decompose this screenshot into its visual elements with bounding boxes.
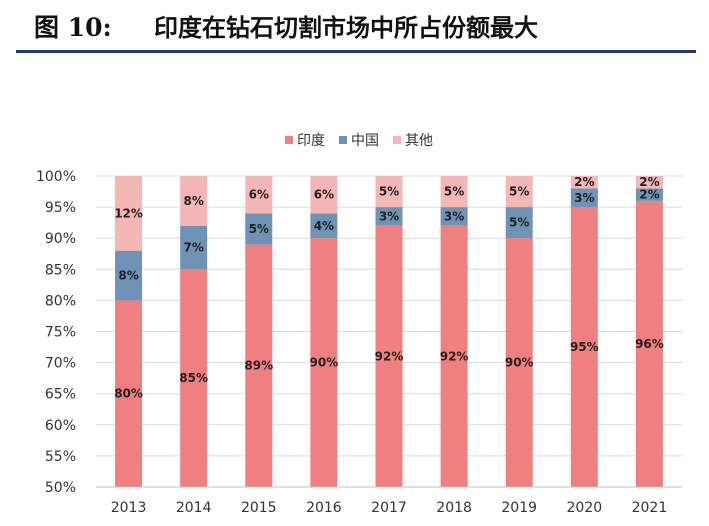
data-label: 90% [310,356,339,370]
data-label: 90% [505,356,534,370]
bar-segment [440,207,468,226]
x-tick-label: 2015 [241,500,277,516]
x-tick-label: 2013 [111,500,147,516]
y-tick-label: 65% [45,387,76,403]
bar-segment [570,207,598,487]
y-tick-label: 75% [45,325,76,341]
data-label: 5% [379,185,399,199]
x-axis: 2013 2014 2015 2016 2017 2018 2019 2020 2021 [96,486,682,516]
figure-header: 图 10: 印度在钻石切割市场中所占份额最大 [0,0,709,56]
x-tick-label: 2016 [306,500,342,516]
data-label: 92% [440,349,469,363]
data-label: 3% [574,191,594,205]
data-label: 2% [574,175,594,189]
y-tick-label: 70% [45,356,76,372]
data-label: 80% [114,387,143,401]
data-label: 4% [314,219,334,233]
y-tick-label: 95% [45,200,76,216]
bar-segment [375,176,403,208]
bar-segment [115,176,143,251]
bar-segment [115,300,143,487]
data-label: 89% [244,359,273,373]
x-tick-label: 2021 [632,500,668,516]
bar-segment [505,176,533,208]
y-tick-label: 100% [36,169,76,185]
bar-segment [245,176,273,214]
y-tick-label: 55% [45,449,76,465]
x-tick-label: 2014 [176,500,212,516]
data-label: 92% [375,349,404,363]
bar-segment [635,176,663,189]
legend: 印度 中国 其他 [285,133,433,149]
legend-swatch [339,136,347,144]
bar-segment [635,188,663,201]
bar-segment [570,188,598,208]
y-tick-label: 85% [45,262,76,278]
data-label: 85% [179,371,208,385]
bar-segment [440,176,468,208]
bar-segment [180,176,208,226]
x-tick-label: 2019 [501,500,537,516]
data-label: 6% [314,188,334,202]
data-labels: 80% 8% 12% 85% 7% 8% 89% 5% 6% 90% 4% 6% 92% 3% 5% 92% 3… [114,175,664,400]
y-tick-label: 60% [45,418,76,434]
data-label: 96% [635,337,664,351]
bar-segment [310,238,338,487]
bar-segment [375,225,403,487]
bar-segment [505,207,533,239]
bar-segment [505,238,533,487]
bar-segment [180,269,208,487]
data-label: 5% [509,216,529,230]
data-label: 5% [509,185,529,199]
legend-label: 中国 [351,133,379,149]
bar-segment [440,225,468,487]
bar-segment [375,207,403,226]
bar-segment [180,225,208,270]
x-tick-label: 2020 [567,500,603,516]
data-label: 5% [249,222,269,236]
y-tick-label: 80% [45,293,76,309]
legend-label: 印度 [297,133,325,149]
bar-segment [570,176,598,189]
y-tick-label: 90% [45,231,76,247]
data-label: 95% [570,340,599,354]
data-label: 8% [118,269,138,283]
data-label: 5% [444,185,464,199]
y-axis: 50% 55% 60% 65% 70% 75% 80% 85% 90% 95% 100% [36,169,76,496]
data-label: 3% [379,209,399,223]
bar-segment [115,250,143,301]
data-label: 3% [444,209,464,223]
header-rule [16,50,696,53]
bar-segment [245,213,273,245]
bar-segment [310,213,338,239]
x-tick-label: 2018 [436,500,472,516]
bar-segment [635,200,663,487]
data-label: 12% [114,206,143,220]
bar-segment [310,176,338,214]
data-label: 6% [249,188,269,202]
figure-title: 印度在钻石切割市场中所占份额最大 [154,14,538,42]
data-label: 8% [183,194,203,208]
bar-segment [245,244,273,487]
legend-swatch [393,136,401,144]
y-tick-label: 50% [45,480,76,496]
legend-label: 其他 [405,133,433,149]
data-label: 7% [183,241,203,255]
figure-label: 图 10: [34,13,112,42]
data-label: 2% [639,175,659,189]
data-label: 2% [639,188,659,202]
legend-swatch [285,136,293,144]
x-tick-label: 2017 [371,500,407,516]
bars [115,176,663,487]
